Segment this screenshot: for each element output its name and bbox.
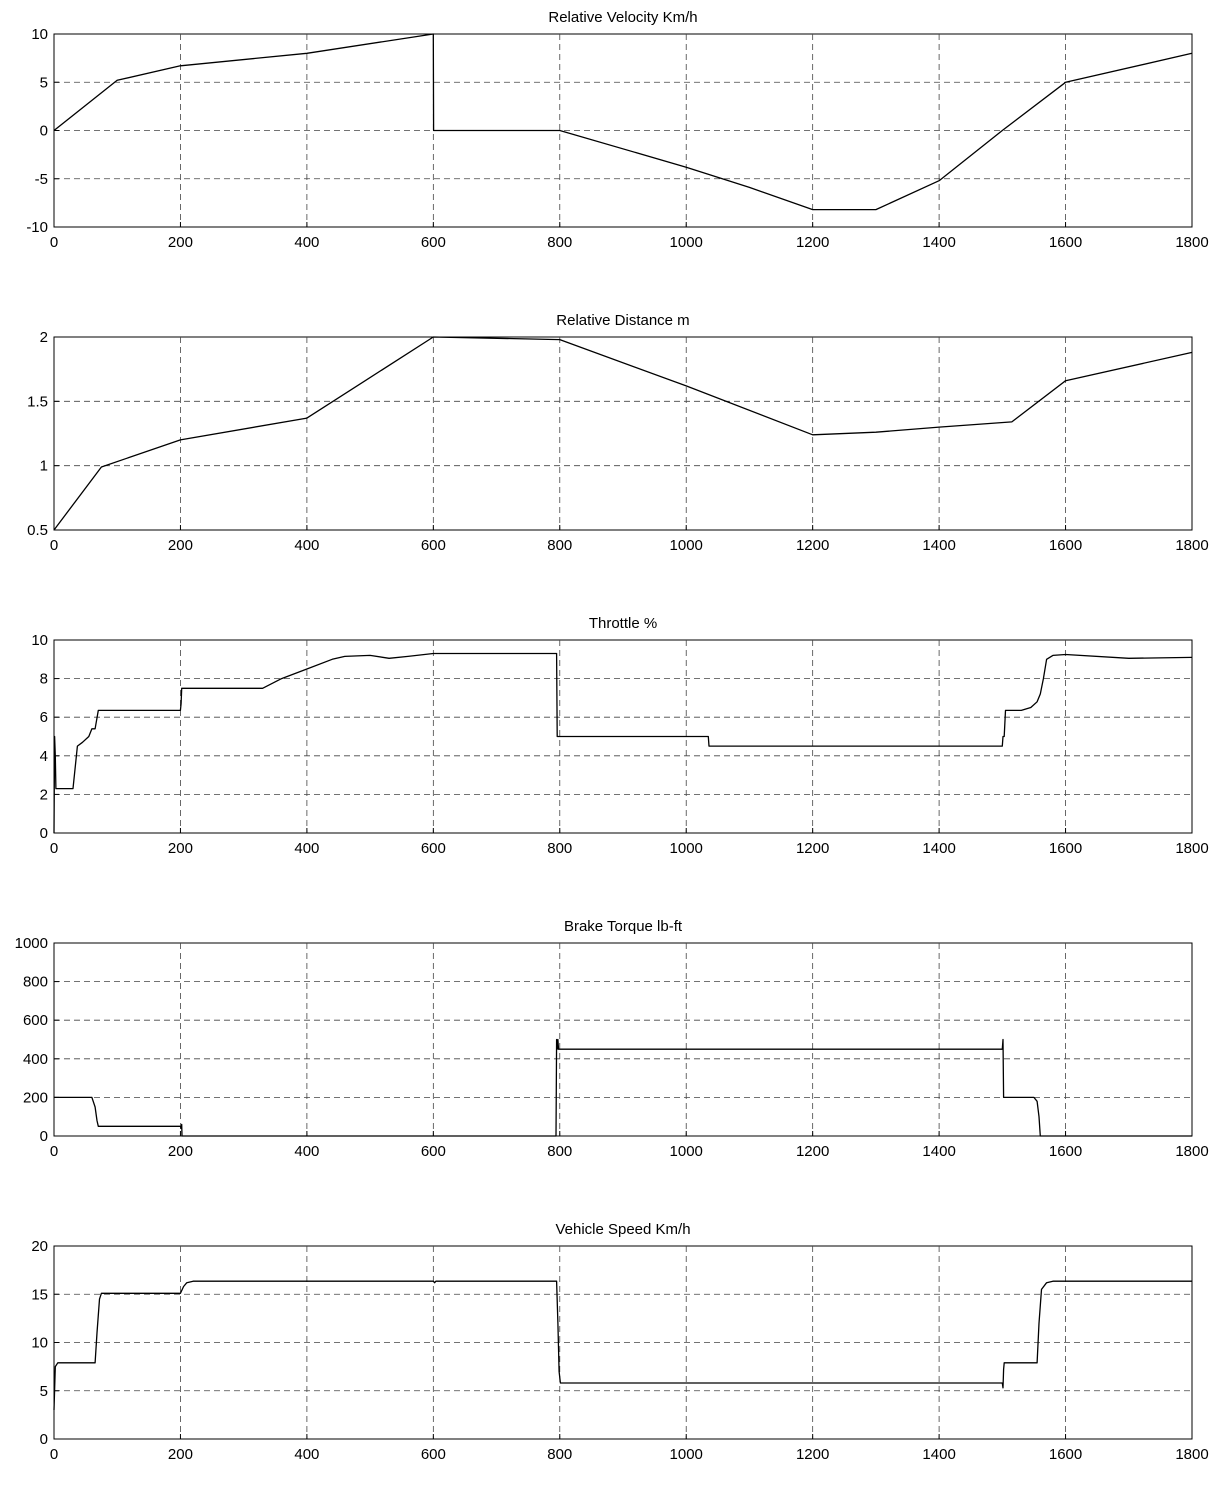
x-tick-label: 1000	[670, 1143, 703, 1160]
plot-area	[53, 1245, 1193, 1440]
x-tick-label: 600	[421, 840, 446, 857]
plot-area	[53, 942, 1193, 1137]
chart-title: Throttle %	[589, 615, 657, 632]
x-tick-label: 200	[168, 537, 193, 554]
y-tick-label: 20	[31, 1238, 48, 1255]
x-tick-label: 0	[50, 537, 58, 554]
x-tick-label: 0	[50, 234, 58, 251]
x-tick-label: 1400	[922, 1446, 955, 1463]
series-line	[54, 1038, 1192, 1137]
y-tick-label: 6	[40, 709, 48, 726]
chart-title: Relative Distance m	[556, 312, 689, 329]
x-tick-label: 1200	[796, 537, 829, 554]
panel-1: Relative Velocity Km/h 0 200 400 600 800 1000 1…	[26, 9, 1208, 251]
y-tick-label: -5	[35, 171, 48, 188]
x-tick-label: 200	[168, 234, 193, 251]
x-tick-label: 400	[294, 840, 319, 857]
y-tick-label: 4	[40, 748, 48, 765]
y-tick-label: 0	[40, 123, 48, 140]
x-tick-label: 1600	[1049, 1446, 1082, 1463]
x-tick-label: 800	[547, 1143, 572, 1160]
x-tick-label: 1800	[1175, 537, 1208, 554]
x-tick-label: 1600	[1049, 537, 1082, 554]
x-tick-label: 1400	[922, 1143, 955, 1160]
x-tick-label: 0	[50, 1446, 58, 1463]
y-tick-label: 1.5	[27, 393, 48, 410]
y-tick-label: 15	[31, 1286, 48, 1303]
x-tick-label: 1800	[1175, 1446, 1208, 1463]
y-tick-label: 200	[23, 1089, 48, 1106]
y-tick-label: 1000	[15, 935, 48, 952]
x-tick-label: 1400	[922, 537, 955, 554]
panel-5: Vehicle Speed Km/h0 200 400 600 800 1000 1200 1…	[31, 1221, 1208, 1463]
x-tick-label: 600	[421, 234, 446, 251]
panel-2: Relative Distance m 0 200 400 600 800 1000 1200…	[27, 312, 1209, 554]
chart-title: Relative Velocity Km/h	[548, 9, 697, 26]
x-tick-label: 600	[421, 537, 446, 554]
panel-3: Throttle % 0 200 400 600 800 1000 1200 1400 1600 1…	[31, 615, 1208, 857]
y-tick-label: 5	[40, 1383, 48, 1400]
x-tick-label: 1600	[1049, 840, 1082, 857]
x-tick-label: 400	[294, 1446, 319, 1463]
x-tick-label: 400	[294, 1143, 319, 1160]
y-tick-label: 0.5	[27, 522, 48, 539]
y-tick-label: 2	[40, 786, 48, 803]
series-line	[53, 33, 1193, 211]
series-line	[53, 652, 1193, 834]
y-tick-label: -10	[26, 219, 48, 236]
x-tick-label: 800	[547, 1446, 572, 1463]
chart-title: Brake Torque lb-ft	[564, 918, 683, 935]
y-tick-label: 0	[40, 1431, 48, 1448]
x-tick-label: 1200	[796, 234, 829, 251]
x-tick-label: 1000	[670, 234, 703, 251]
x-tick-label: 0	[50, 840, 58, 857]
plot-area	[53, 336, 1193, 531]
x-tick-label: 1200	[796, 840, 829, 857]
x-tick-label: 1400	[922, 234, 955, 251]
chart-title: Vehicle Speed Km/h	[555, 1221, 690, 1238]
x-tick-label: 600	[421, 1143, 446, 1160]
x-tick-label: 1400	[922, 840, 955, 857]
y-tick-label: 10	[31, 1335, 48, 1352]
x-tick-label: 600	[421, 1446, 446, 1463]
y-tick-label: 800	[23, 974, 48, 991]
x-tick-label: 1000	[670, 840, 703, 857]
y-tick-label: 400	[23, 1051, 48, 1068]
x-tick-label: 1000	[670, 537, 703, 554]
series-line	[53, 336, 1193, 531]
x-tick-label: 800	[547, 840, 572, 857]
x-tick-label: 200	[168, 1446, 193, 1463]
x-tick-label: 1600	[1049, 1143, 1082, 1160]
x-tick-label: 0	[50, 1143, 58, 1160]
x-tick-label: 400	[294, 537, 319, 554]
y-tick-label: 5	[40, 74, 48, 91]
panel-4: Brake Torque lb-ft 0 200 400 600 800 1000 1200 1…	[15, 918, 1209, 1160]
x-tick-label: 400	[294, 234, 319, 251]
y-tick-label: 10	[31, 26, 48, 43]
y-tick-label: 600	[23, 1012, 48, 1029]
y-tick-label: 1	[40, 458, 48, 475]
x-tick-label: 1800	[1175, 840, 1208, 857]
x-tick-label: 1800	[1175, 1143, 1208, 1160]
y-tick-label: 2	[40, 329, 48, 346]
y-tick-label: 10	[31, 632, 48, 649]
x-tick-label: 1000	[670, 1446, 703, 1463]
x-tick-label: 200	[168, 840, 193, 857]
x-tick-label: 1200	[796, 1143, 829, 1160]
x-tick-label: 1800	[1175, 234, 1208, 251]
y-tick-label: 0	[40, 1128, 48, 1145]
x-tick-label: 800	[547, 234, 572, 251]
y-tick-label: 0	[40, 825, 48, 842]
x-tick-label: 800	[547, 537, 572, 554]
series-line	[53, 1280, 1192, 1411]
x-tick-label: 1200	[796, 1446, 829, 1463]
x-tick-label: 1600	[1049, 234, 1082, 251]
y-tick-label: 8	[40, 671, 48, 688]
x-tick-label: 200	[168, 1143, 193, 1160]
